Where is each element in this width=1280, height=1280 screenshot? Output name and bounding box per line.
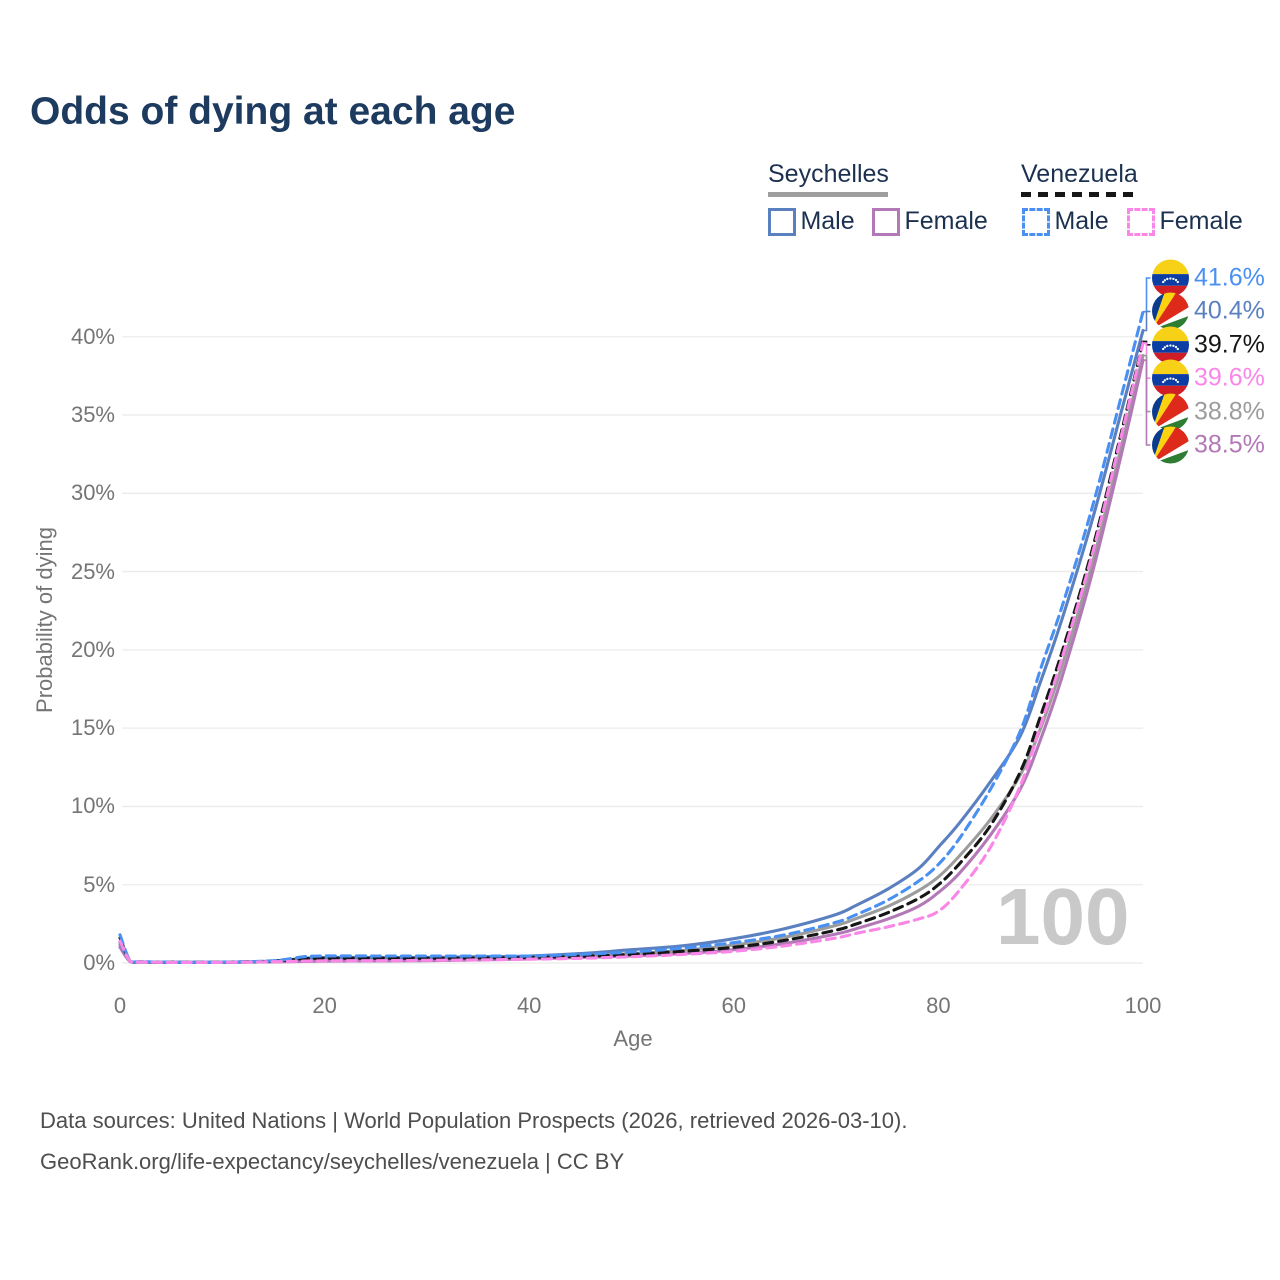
legend-label: Female — [1159, 207, 1243, 235]
y-tick-25: 25% — [70, 558, 115, 584]
venezuela-flag-icon — [1152, 326, 1189, 364]
x-tick-0: 0 — [113, 993, 127, 1018]
seychelles-flag-icon — [1152, 426, 1189, 464]
legend-group-venezuela: Venezuela — [1021, 160, 1138, 197]
legend-group-seychelles: Seychelles — [768, 160, 889, 197]
age-watermark: 100 — [996, 872, 1130, 961]
x-tick-80: 80 — [926, 993, 951, 1018]
series-line-ve-all[interactable] — [118, 339, 1145, 964]
series-line-ve-male[interactable] — [118, 310, 1145, 964]
chart-title: Odds of dying at each age — [30, 90, 516, 133]
end-value-sc-all: 38.8% — [1194, 397, 1265, 426]
series-line-sc-female[interactable] — [118, 358, 1145, 964]
legend-swatch-seychelles-female — [872, 207, 900, 236]
y-tick-30: 30% — [70, 480, 115, 506]
y-tick-10: 10% — [70, 793, 115, 819]
leader-line-ve-male — [1143, 277, 1151, 313]
y-tick-5: 5% — [83, 871, 115, 897]
end-value-sc-female: 38.5% — [1194, 430, 1265, 459]
legend-item-seychelles-female[interactable]: Female — [872, 207, 988, 236]
end-value-ve-female: 39.6% — [1194, 363, 1265, 392]
seychelles-flag-icon — [1152, 393, 1189, 431]
x-tick-60: 60 — [721, 993, 747, 1018]
legend-item-venezuela-female[interactable]: Female — [1127, 207, 1243, 236]
y-tick-35: 35% — [70, 402, 115, 427]
y-tick-20: 20% — [70, 636, 115, 662]
legend-header-venezuela[interactable]: Venezuela — [1021, 160, 1138, 188]
legend-swatch-seychelles-male — [768, 207, 796, 236]
legend-item-venezuela-male[interactable]: Male — [1022, 207, 1109, 236]
x-tick-20: 20 — [312, 993, 337, 1018]
seychelles-flag-icon — [1152, 292, 1189, 330]
legend-label: Male — [800, 207, 855, 235]
leader-line-sc-female — [1143, 359, 1151, 446]
end-value-sc-male: 40.4% — [1194, 296, 1265, 325]
legend-swatch-venezuela-female — [1127, 207, 1155, 236]
end-value-ve-male: 41.6% — [1194, 263, 1265, 292]
y-axis-label: Probability of dying — [32, 527, 57, 713]
series-line-ve-female[interactable] — [118, 341, 1145, 964]
x-tick-100: 100 — [1124, 993, 1162, 1018]
footer-sources: Data sources: United Nations | World Pop… — [40, 1108, 908, 1133]
legend-label: Male — [1054, 207, 1109, 235]
y-tick-40: 40% — [70, 323, 115, 349]
legend-header-seychelles[interactable]: Seychelles — [768, 160, 889, 188]
venezuela-flag-icon — [1152, 359, 1189, 397]
x-axis-label: Age — [613, 1026, 653, 1051]
y-tick-15: 15% — [70, 715, 115, 741]
leader-line-sc-male — [1143, 310, 1151, 332]
venezuela-flag-icon — [1152, 259, 1189, 297]
series-line-sc-all[interactable] — [118, 353, 1145, 964]
end-value-ve-all: 39.7% — [1194, 330, 1265, 359]
legend-line-seychelles — [768, 192, 888, 197]
legend-item-seychelles-male[interactable]: Male — [768, 207, 855, 236]
legend-label: Female — [904, 207, 988, 235]
y-tick-0: 0% — [83, 950, 115, 975]
legend-line-venezuela — [1021, 192, 1138, 197]
legend-swatch-venezuela-male — [1022, 207, 1050, 236]
footer-attribution: GeoRank.org/life-expectancy/seychelles/v… — [40, 1149, 625, 1174]
series-line-sc-male[interactable] — [118, 328, 1145, 964]
x-tick-40: 40 — [516, 993, 542, 1018]
